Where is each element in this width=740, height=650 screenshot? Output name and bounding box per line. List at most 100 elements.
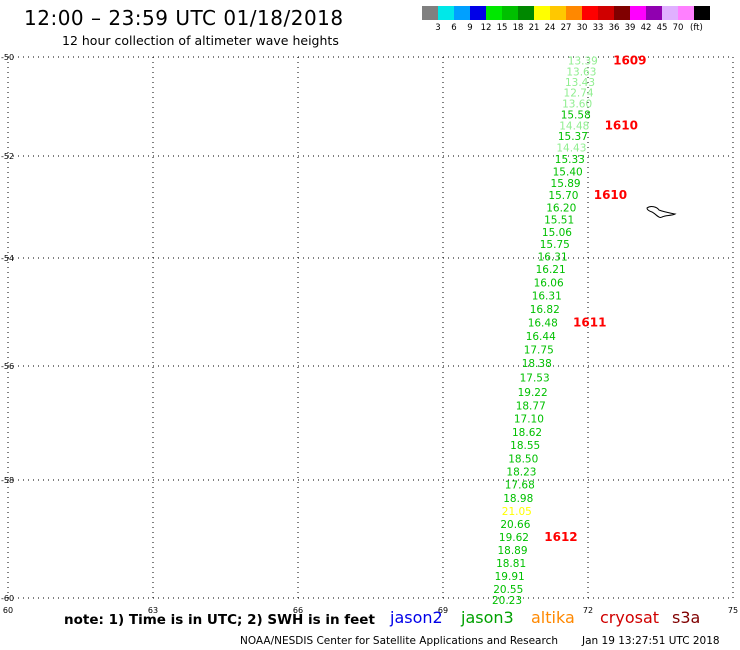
wave-height-label: 14.48 bbox=[559, 120, 589, 132]
color-swatch bbox=[486, 6, 502, 20]
wave-height-label: 14.43 bbox=[556, 143, 586, 155]
wave-height-label: 16.82 bbox=[530, 304, 560, 316]
wave-height-label: 15.70 bbox=[548, 190, 578, 202]
satellite-name-jason3: jason3 bbox=[461, 608, 514, 627]
longitude-label: 60 bbox=[3, 606, 13, 615]
credit-line: NOAA/NESDIS Center for Satellite Applica… bbox=[240, 635, 558, 647]
color-scale-unit: (ft) bbox=[690, 23, 703, 33]
latitude-label: -56 bbox=[1, 362, 14, 371]
color-scale-tick: 15 bbox=[496, 23, 508, 33]
color-swatch bbox=[614, 6, 630, 20]
wave-height-label: 13.60 bbox=[562, 99, 592, 111]
wave-height-label: 13.63 bbox=[566, 66, 596, 78]
color-scale-tick: 36 bbox=[608, 23, 620, 33]
color-swatch bbox=[598, 6, 614, 20]
color-scale-tick: 70 bbox=[672, 23, 684, 33]
wave-height-label: 19.62 bbox=[499, 532, 529, 544]
longitude-label: 72 bbox=[583, 606, 593, 615]
wave-height-label: 15.75 bbox=[540, 239, 570, 251]
color-swatch bbox=[422, 6, 438, 20]
wave-height-label: 12.74 bbox=[564, 88, 594, 100]
wave-height-label: 18.38 bbox=[522, 358, 552, 370]
wave-height-label: 19.22 bbox=[518, 387, 548, 399]
color-scale-tick: 3 bbox=[435, 23, 441, 33]
wave-height-label: 16.21 bbox=[536, 264, 566, 276]
color-swatch bbox=[518, 6, 534, 20]
wave-height-label: 16.31 bbox=[532, 291, 562, 303]
wave-height-label: 15.51 bbox=[544, 215, 574, 227]
color-scale-legend: 3 6 9 12 15 18 21 24 27 30 33 36 39 42 45 70 (ft) bbox=[422, 6, 740, 40]
latitude-label: -54 bbox=[1, 254, 14, 263]
pass-time-label: 1610 bbox=[594, 188, 627, 202]
latitude-label: -58 bbox=[1, 476, 14, 485]
wave-height-label: 17.53 bbox=[520, 373, 550, 385]
color-scale-tick: 6 bbox=[451, 23, 457, 33]
color-scale-tick: 12 bbox=[480, 23, 492, 33]
generated-timestamp: Jan 19 13:27:51 UTC 2018 bbox=[582, 635, 720, 647]
color-scale-tick: 45 bbox=[656, 23, 668, 33]
color-swatch bbox=[646, 6, 662, 20]
wave-height-label: 18.98 bbox=[503, 493, 533, 505]
wave-height-label: 15.40 bbox=[553, 166, 583, 178]
satellite-name-altika: altika bbox=[531, 608, 575, 627]
color-swatch bbox=[582, 6, 598, 20]
wave-height-label: 16.44 bbox=[526, 331, 556, 343]
pass-time-label: 1610 bbox=[605, 118, 638, 132]
wave-height-label: 13.43 bbox=[565, 77, 595, 89]
map-title: 12:00 – 23:59 UTC 01/18/2018 bbox=[24, 6, 344, 30]
color-swatch bbox=[550, 6, 566, 20]
color-scale-tick: 9 bbox=[467, 23, 473, 33]
color-swatch bbox=[566, 6, 582, 20]
wave-height-label: 15.33 bbox=[555, 154, 585, 166]
wave-height-label: 19.91 bbox=[495, 571, 525, 583]
wave-height-label: 18.23 bbox=[506, 467, 536, 479]
color-swatch bbox=[454, 6, 470, 20]
wave-height-label: 16.06 bbox=[534, 278, 564, 290]
pass-time-label: 1611 bbox=[573, 316, 606, 330]
wave-height-label: 16.20 bbox=[546, 202, 576, 214]
color-swatch bbox=[678, 6, 694, 20]
color-scale-tick: 18 bbox=[512, 23, 524, 33]
color-scale-tick: 30 bbox=[576, 23, 588, 33]
color-scale-tick: 39 bbox=[624, 23, 636, 33]
wave-height-label: 17.75 bbox=[524, 345, 554, 357]
color-scale-tick: 21 bbox=[528, 23, 540, 33]
color-swatch bbox=[662, 6, 678, 20]
longitude-labels: 60 63 66 69 72 75 bbox=[3, 606, 738, 615]
satellite-name-jason2: jason2 bbox=[390, 608, 443, 627]
pass-time-label: 1609 bbox=[613, 53, 646, 67]
pass-time-labels: 1609 1610 1610 1611 1612 bbox=[544, 53, 646, 543]
longitude-label: 66 bbox=[293, 606, 303, 615]
color-scale-tick: 27 bbox=[560, 23, 572, 33]
wave-height-label: 20.55 bbox=[493, 584, 523, 596]
color-swatch bbox=[694, 6, 710, 20]
wave-height-label: 18.89 bbox=[497, 545, 527, 557]
color-swatch bbox=[630, 6, 646, 20]
wave-height-label: 18.55 bbox=[510, 440, 540, 452]
wave-height-label: 15.58 bbox=[561, 109, 591, 121]
wave-height-label: 18.77 bbox=[516, 401, 546, 413]
satellite-name-s3a: s3a bbox=[672, 608, 701, 627]
wave-height-label: 17.68 bbox=[505, 479, 535, 491]
pass-time-label: 1612 bbox=[544, 530, 577, 544]
island-outline bbox=[646, 206, 677, 218]
wave-height-label: 15.06 bbox=[542, 227, 572, 239]
longitude-label: 75 bbox=[728, 606, 738, 615]
wave-height-label: 21.05 bbox=[502, 506, 532, 518]
wave-height-label: 16.31 bbox=[538, 251, 568, 263]
wave-height-label: 20.66 bbox=[500, 519, 530, 531]
wave-height-label: 15.89 bbox=[551, 178, 581, 190]
latitude-label: -52 bbox=[1, 152, 14, 161]
wave-height-label: 18.81 bbox=[496, 558, 526, 570]
color-scale-tick: 33 bbox=[592, 23, 604, 33]
wave-height-label: 20.23 bbox=[492, 595, 522, 607]
color-swatch bbox=[534, 6, 550, 20]
satellite-name-cryosat: cryosat bbox=[600, 608, 660, 627]
latitude-label: -50 bbox=[1, 53, 14, 62]
wave-height-label: 18.62 bbox=[512, 427, 542, 439]
wave-height-label: 13.39 bbox=[568, 55, 598, 67]
latitude-label: -60 bbox=[1, 594, 14, 603]
map-subtitle: 12 hour collection of altimeter wave hei… bbox=[62, 33, 339, 48]
footnote: note: 1) Time is in UTC; 2) SWH is in fe… bbox=[64, 612, 375, 628]
